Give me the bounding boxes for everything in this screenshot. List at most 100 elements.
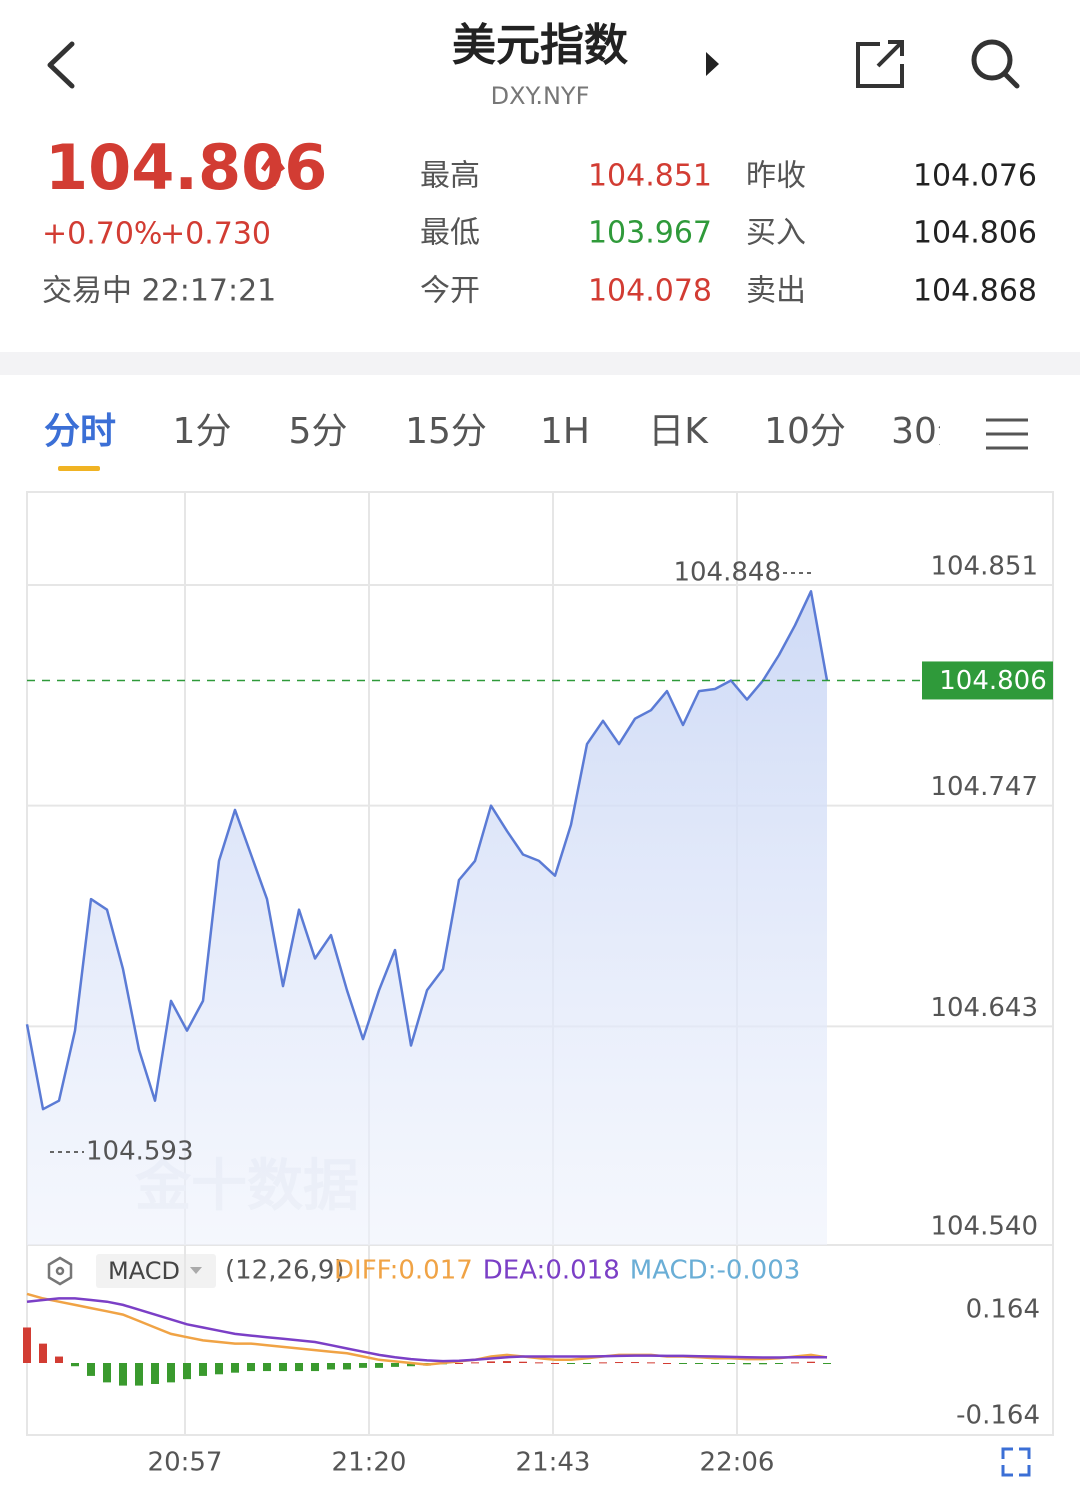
macd-bar: [391, 1363, 399, 1367]
stat-value: 104.806: [913, 216, 1037, 251]
tab[interactable]: 1分: [173, 411, 232, 452]
menu-button[interactable]: [986, 418, 1028, 450]
low-label: 104.593: [86, 1137, 194, 1167]
macd-bar: [631, 1362, 639, 1364]
x-tick-label: 21:43: [516, 1448, 591, 1478]
stat-value: 104.078: [588, 274, 712, 309]
tab[interactable]: 日K: [648, 411, 709, 452]
up-arrow: [260, 151, 286, 186]
macd-bar: [455, 1363, 463, 1365]
macd-settings[interactable]: [47, 1256, 73, 1286]
macd-bar: [663, 1363, 671, 1365]
stat-value: 103.967: [588, 216, 712, 251]
y-tick-label: 104.851: [930, 551, 1038, 581]
macd-bar: [167, 1363, 175, 1383]
macd-bar: [407, 1363, 415, 1367]
stat-label: 最低: [420, 216, 480, 251]
macd-bar: [151, 1363, 159, 1384]
dropdown-arrow: [190, 1267, 202, 1274]
macd-bar: [55, 1356, 63, 1364]
macd-bar: [567, 1363, 575, 1365]
current-price-label: 104.806: [939, 666, 1047, 696]
macd-bar: [119, 1363, 127, 1386]
stat-label: 买入: [746, 216, 806, 251]
macd-bar: [471, 1362, 479, 1364]
tab[interactable]: 5分: [289, 411, 348, 452]
macd-bar: [775, 1363, 783, 1365]
tab[interactable]: 15分: [405, 411, 487, 452]
macd-bar: [247, 1363, 255, 1372]
stat-value: 104.851: [588, 159, 712, 194]
macd-bar: [183, 1363, 191, 1380]
macd-bar: [215, 1363, 223, 1375]
change-pct: +0.70%: [42, 217, 162, 252]
fullscreen-button[interactable]: [1001, 1447, 1031, 1477]
macd-bar: [311, 1363, 319, 1372]
price: 104.806: [45, 131, 327, 204]
macd-legend: MACD:-0.003: [630, 1256, 801, 1286]
x-tick-label: 22:06: [700, 1448, 775, 1478]
macd-bar: [103, 1363, 111, 1383]
macd-bar: [695, 1363, 703, 1365]
macd-bar: [487, 1361, 495, 1364]
macd-line: [26, 1297, 827, 1363]
divider: [0, 352, 1080, 375]
back-button[interactable]: [47, 41, 75, 89]
price-line: [25, 590, 829, 1111]
macd-y-tick-label: 0.164: [966, 1295, 1040, 1325]
y-tick-label: 104.643: [930, 993, 1038, 1023]
macd-bar: [759, 1363, 767, 1365]
macd-bar: [743, 1363, 751, 1365]
next-arrow[interactable]: [706, 52, 719, 76]
tab[interactable]: 10分: [764, 411, 846, 452]
macd-bar: [23, 1327, 31, 1364]
tab[interactable]: 分时: [44, 411, 116, 452]
macd-bar: [535, 1362, 543, 1364]
macd-bar: [727, 1363, 735, 1365]
title: 美元指数: [452, 20, 628, 71]
macd-bar: [551, 1363, 559, 1365]
stat-label: 今开: [420, 274, 480, 309]
y-tick-label: 104.747: [930, 772, 1038, 802]
macd-bar: [807, 1361, 815, 1364]
macd-bar: [503, 1361, 511, 1364]
macd-bar: [343, 1363, 351, 1370]
macd-bar: [375, 1363, 383, 1368]
macd-legend: DEA:0.018: [483, 1256, 620, 1286]
macd-name: MACD: [108, 1257, 180, 1285]
search-button[interactable]: [971, 39, 1020, 89]
macd-bar: [615, 1362, 623, 1364]
share-button[interactable]: [856, 40, 904, 88]
macd-bar: [135, 1363, 143, 1386]
current-price-tag: [922, 661, 1053, 700]
stat-value: 104.868: [913, 274, 1037, 309]
macd-legend: DIFF:0.017: [334, 1256, 473, 1286]
x-tick-label: 20:57: [148, 1448, 223, 1478]
macd-bar: [199, 1363, 207, 1376]
macd-bar: [263, 1363, 271, 1372]
macd-bar: [599, 1362, 607, 1364]
macd-bar: [71, 1363, 79, 1367]
tab[interactable]: 1H: [540, 411, 590, 452]
status: 交易中 22:17:21: [42, 274, 276, 309]
change: +0.730: [160, 217, 271, 252]
macd-bar: [87, 1363, 95, 1376]
stat-value: 104.076: [913, 159, 1037, 194]
chart-frame: [26, 491, 1054, 1436]
macd-bar: [711, 1363, 719, 1365]
macd-bar: [39, 1343, 47, 1364]
macd-bar: [583, 1363, 591, 1365]
macd-bar: [679, 1363, 687, 1365]
subtitle: DXY.NYF: [491, 82, 590, 110]
macd-bar: [519, 1361, 527, 1364]
stat-label: 最高: [420, 159, 480, 194]
tab[interactable]: 30分: [891, 411, 973, 452]
y-tick-label: 104.540: [930, 1212, 1038, 1242]
price-area: [27, 591, 827, 1245]
macd-bar: [327, 1363, 335, 1370]
macd-bar: [279, 1363, 287, 1372]
macd-bar: [791, 1362, 799, 1364]
macd-bar: [295, 1363, 303, 1372]
x-tick-label: 21:20: [332, 1448, 407, 1478]
